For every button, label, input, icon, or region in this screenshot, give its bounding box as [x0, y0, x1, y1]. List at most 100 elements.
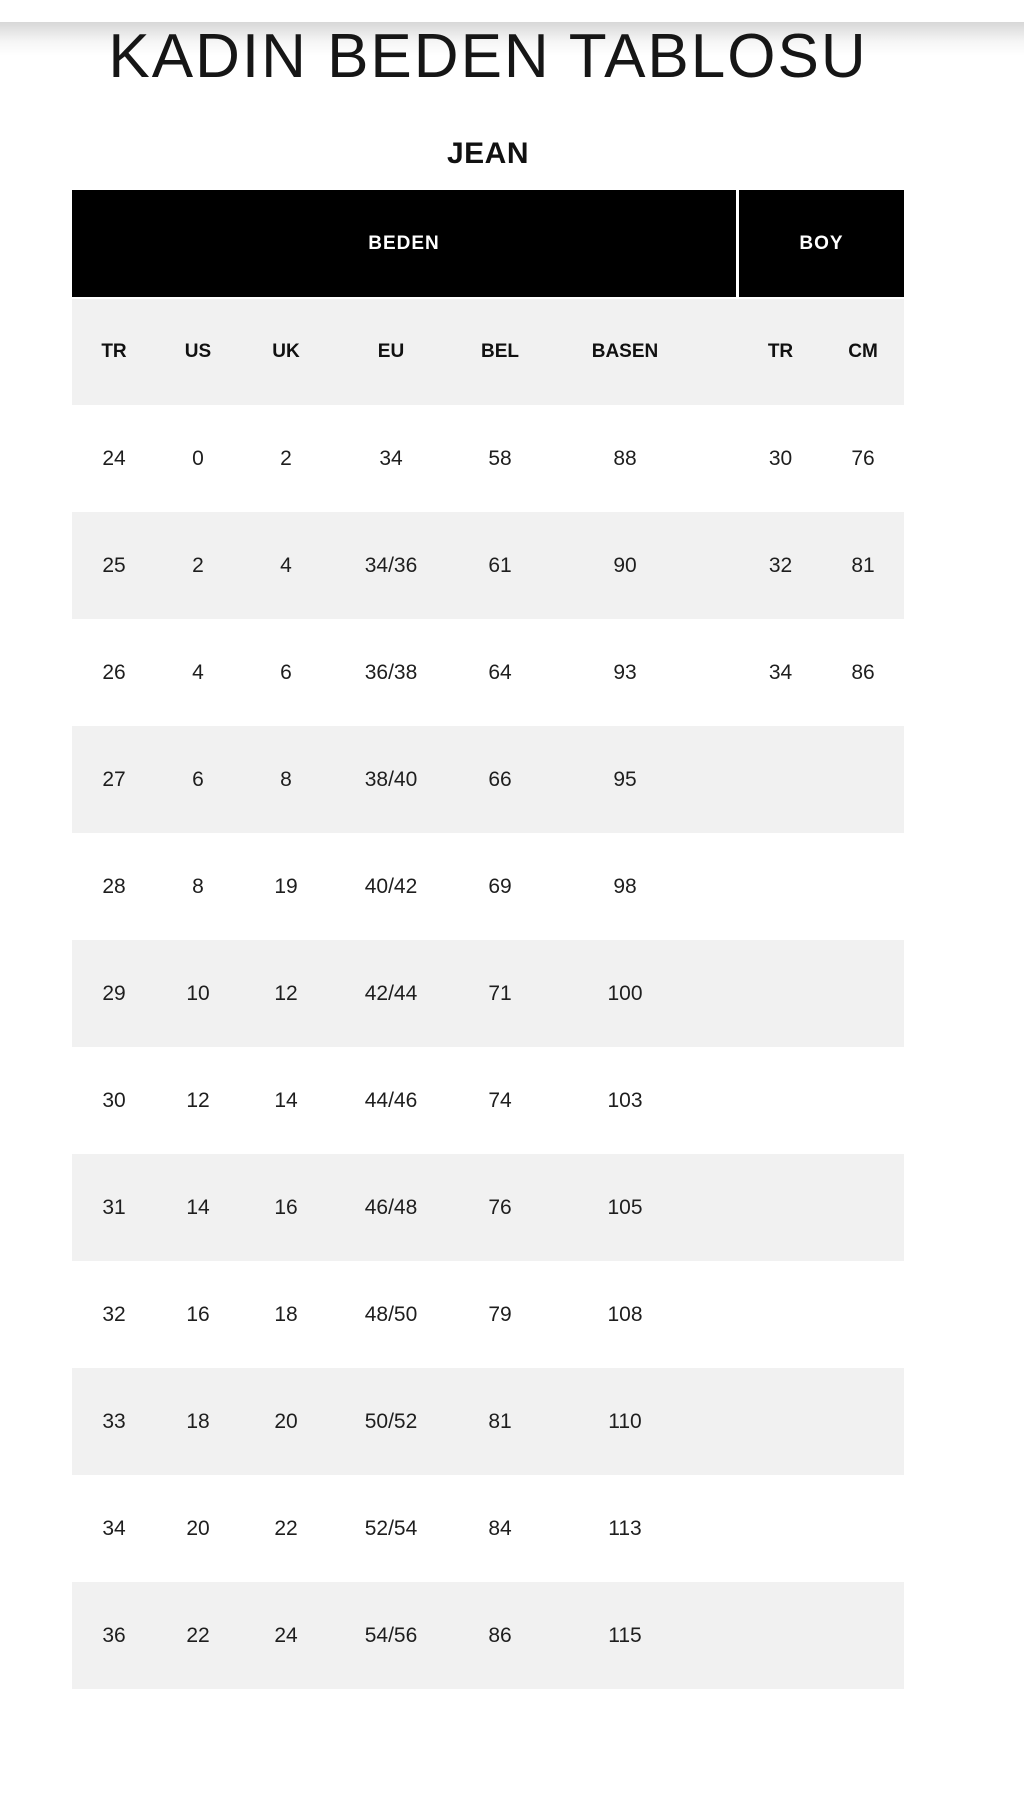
- table-cell: 2: [192, 553, 204, 577]
- table-cell: 0: [192, 446, 204, 470]
- table-cell: 30: [768, 446, 793, 470]
- column-header-basen-5: BASEN: [591, 341, 659, 363]
- table-cell: 29: [102, 981, 126, 1005]
- table-cell: [822, 833, 904, 940]
- table-row: 31 14 16 46/48 76 105: [72, 1154, 904, 1262]
- table-cell: 90: [613, 553, 637, 577]
- table-cell: 20: [274, 1409, 298, 1433]
- group-header-boy: BOY: [739, 190, 904, 298]
- group-header-row: BEDEN BOY: [72, 190, 904, 298]
- table-cell: 10: [186, 981, 210, 1005]
- table-cell: 34: [768, 660, 793, 684]
- table-cell: 4: [280, 553, 292, 577]
- table-cell: [739, 1582, 822, 1689]
- table-cell: 48/50: [364, 1302, 418, 1326]
- table-row: 24 0 2 34 58 88 30 76: [72, 405, 904, 513]
- table-cell: 81: [488, 1409, 512, 1433]
- table-cell: 71: [488, 981, 512, 1005]
- table-cell: 64: [488, 660, 512, 684]
- table-cell: 36: [102, 1623, 126, 1647]
- table-cell: 18: [186, 1409, 210, 1433]
- table-cell: 61: [488, 553, 512, 577]
- table-cell: [822, 1047, 904, 1154]
- column-header-tr-0: TR: [101, 341, 127, 363]
- table-cell: [739, 1475, 822, 1582]
- table-cell: 38/40: [364, 767, 418, 791]
- table-cell: [822, 1261, 904, 1368]
- table-cell: 113: [608, 1516, 642, 1540]
- table-cell: 108: [607, 1302, 643, 1326]
- table-cell: 36/38: [364, 660, 418, 684]
- table-cell: 58: [488, 446, 512, 470]
- table-cell: [822, 726, 904, 833]
- table-row: 36 22 24 54/56 86 115: [72, 1582, 904, 1690]
- table-cell: 27: [102, 767, 126, 791]
- table-cell: 6: [192, 767, 204, 791]
- table-cell: 98: [613, 874, 637, 898]
- table-cell: 32: [102, 1302, 126, 1326]
- table-cell: 16: [274, 1195, 298, 1219]
- table-cell: 14: [186, 1195, 210, 1219]
- table-cell: 86: [851, 660, 875, 684]
- table-cell: 19: [274, 874, 298, 898]
- table-cell: 76: [851, 446, 875, 470]
- table-cell: [739, 833, 822, 940]
- table-cell: 2: [280, 446, 292, 470]
- table-cell: 50/52: [364, 1409, 418, 1433]
- table-cell: 12: [274, 981, 298, 1005]
- table-cell: 40/42: [364, 874, 418, 898]
- table-cell: 74: [488, 1088, 512, 1112]
- table-cell: 30: [102, 1088, 126, 1112]
- column-header-us-1: US: [184, 341, 212, 363]
- table-cell: [822, 940, 904, 1047]
- table-cell: 81: [851, 553, 875, 577]
- table-cell: 25: [102, 553, 126, 577]
- page-content: KADIN BEDEN TABLOSU JEAN BEDEN BOY TR US U…: [72, 22, 904, 1690]
- table-cell: 34: [379, 446, 403, 470]
- table-cell: 6: [280, 660, 292, 684]
- table-row: 25 2 4 34/36 61 90 32 81: [72, 512, 904, 620]
- table-cell: 8: [280, 767, 292, 791]
- table-cell: 115: [608, 1623, 642, 1647]
- table-cell: 18: [274, 1302, 298, 1326]
- table-cell: 14: [274, 1088, 298, 1112]
- table-cell: [739, 1154, 822, 1261]
- table-cell: 88: [613, 446, 637, 470]
- table-cell: 79: [488, 1302, 512, 1326]
- column-header-uk-2: UK: [272, 341, 300, 363]
- table-cell: 105: [607, 1195, 643, 1219]
- table-row: 27 6 8 38/40 66 95: [72, 726, 904, 834]
- table-cell: [822, 1582, 904, 1689]
- table-cell: 24: [274, 1623, 298, 1647]
- table-cell: 110: [608, 1409, 642, 1433]
- table-cell: 24: [102, 446, 126, 470]
- table-row: 33 18 20 50/52 81 110: [72, 1368, 904, 1476]
- table-row: 29 10 12 42/44 71 100: [72, 940, 904, 1048]
- table-cell: 86: [488, 1623, 512, 1647]
- table-cell: [739, 1368, 822, 1475]
- table-cell: 76: [488, 1195, 512, 1219]
- column-header-cm-7: CM: [848, 341, 878, 363]
- table-cell: 32: [768, 553, 793, 577]
- table-cell: 22: [274, 1516, 298, 1540]
- table-cell: [739, 1047, 822, 1154]
- table-cell: 52/54: [364, 1516, 418, 1540]
- table-cell: 22: [186, 1623, 210, 1647]
- table-cell: 34: [102, 1516, 126, 1540]
- table-cell: 103: [607, 1088, 643, 1112]
- column-header-row: TR US UK EU BEL BASEN TR CM: [72, 299, 904, 406]
- table-row: 26 4 6 36/38 64 93 34 86: [72, 619, 904, 727]
- table-cell: 84: [488, 1516, 512, 1540]
- table-cell: 31: [102, 1195, 126, 1219]
- table-cell: 16: [186, 1302, 210, 1326]
- table-cell: 95: [613, 767, 637, 791]
- table-row: 28 8 19 40/42 69 98: [72, 833, 904, 941]
- column-header-bel-4: BEL: [481, 341, 519, 363]
- table-cell: 4: [192, 660, 204, 684]
- size-table: BEDEN BOY TR US UK EU BEL BASEN TR CM 24 0 2 34 58 8…: [72, 190, 904, 1690]
- table-cell: 20: [186, 1516, 210, 1540]
- table-cell: 93: [613, 660, 637, 684]
- table-cell: 33: [102, 1409, 126, 1433]
- table-row: 30 12 14 44/46 74 103: [72, 1047, 904, 1155]
- table-cell: [822, 1154, 904, 1261]
